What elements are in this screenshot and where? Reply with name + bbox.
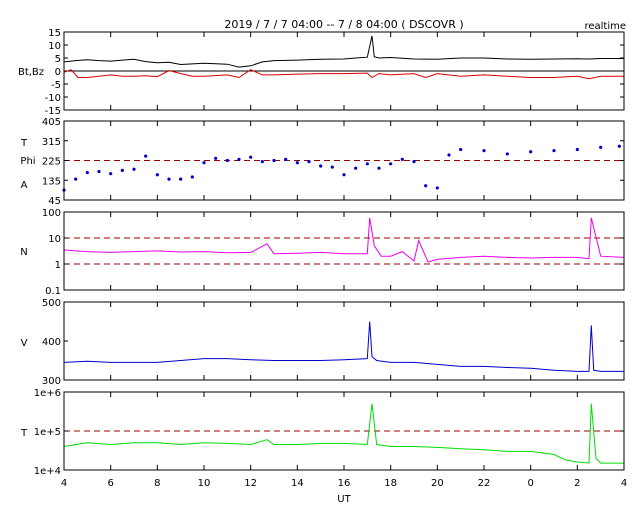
phi-angle-point <box>202 161 206 165</box>
phi-angle-panel: 405 315 225 135 45 <box>42 117 625 207</box>
phi-angle-point <box>505 152 509 156</box>
phi-angle-point <box>599 145 603 149</box>
magnetic-field-panel: 15 10 5 0 -5 -10 -15 <box>45 28 625 117</box>
phi-angle-point <box>400 157 404 162</box>
proton-density-ytick-label: 1 <box>55 260 61 271</box>
phi-angle-ytick-label: 135 <box>42 176 61 187</box>
proton-density-series-line <box>63 217 625 263</box>
phi-angle-point <box>377 166 381 170</box>
proton-density-ytick-label: 10 <box>48 234 61 245</box>
phi-angle-ytick-label: 45 <box>48 196 61 207</box>
magnetic-field-ytick-label: 15 <box>48 28 61 39</box>
phi-angle-point <box>190 175 194 179</box>
speed-axis-label: V <box>21 338 28 349</box>
phi-angle-point <box>354 166 358 170</box>
xtick-label: 16 <box>338 478 351 489</box>
phi-angle-point <box>307 159 311 164</box>
bulk-speed-ytick-label: 300 <box>42 376 61 387</box>
proton-density-ytick-label: 100 <box>42 208 61 219</box>
phi-angle-point <box>424 184 428 188</box>
magnetic-field-series-Bz <box>63 69 624 80</box>
phi-angle-point <box>389 162 393 166</box>
phi-angle-point <box>435 186 439 190</box>
phi-angle-point <box>260 159 264 164</box>
x-axis-label: UT <box>337 494 351 505</box>
proton-temperature-ytick-label: 1e+6 <box>34 388 61 399</box>
xtick-label: 20 <box>431 478 444 489</box>
phi-angle-point <box>319 164 323 168</box>
proton-temperature-panel: 1e+6 1e+5 1e+4 <box>34 388 625 477</box>
bulk-speed-frame <box>63 301 625 381</box>
phi-angle-point <box>225 158 229 163</box>
bulk-speed-ytick-label: 400 <box>42 337 61 348</box>
phi-angle-point <box>284 157 288 162</box>
chart-title: 2019 / 7 / 7 04:00 -- 7 / 8 04:00 ( DSCO… <box>224 18 463 31</box>
phi-side-label-t: T <box>20 138 28 149</box>
proton-density-ytick-label: 0.1 <box>45 286 61 297</box>
phi-angle-point <box>552 149 556 153</box>
xtick-label: 8 <box>154 478 160 489</box>
xtick-label: 14 <box>291 478 304 489</box>
phi-angle-point <box>617 144 621 148</box>
phi-angle-point <box>97 169 101 174</box>
xtick-label: 12 <box>244 478 257 489</box>
phi-angle-point <box>575 147 579 152</box>
phi-angle-point <box>167 177 171 181</box>
phi-angle-point <box>447 153 451 157</box>
phi-angle-point <box>365 162 369 166</box>
phi-angle-point <box>74 177 78 181</box>
phi-angle-point <box>237 157 241 162</box>
xtick-label: 18 <box>384 478 397 489</box>
bulk-speed-panel: 500 400 300 <box>42 298 625 387</box>
bt-bz-axis-label: Bt,Bz <box>18 67 44 78</box>
phi-angle-point <box>272 158 276 163</box>
phi-angle-point <box>214 156 218 160</box>
phi-side-label-a: A <box>21 180 28 191</box>
phi-angle-ytick-label: 225 <box>42 157 61 168</box>
magnetic-field-ytick-label: 10 <box>48 41 61 52</box>
magnetic-field-ytick-label: -15 <box>45 106 61 117</box>
proton-temperature-ytick-label: 1e+4 <box>34 466 61 477</box>
magnetic-field-ytick-label: 5 <box>55 54 61 65</box>
realtime-label: realtime <box>584 21 626 32</box>
phi-angle-ytick-label: 315 <box>42 137 61 148</box>
density-axis-label: N <box>20 247 27 258</box>
xtick-label: 2 <box>574 478 580 489</box>
magnetic-field-series-Bt <box>63 35 624 68</box>
temperature-axis-label: T <box>20 428 28 439</box>
magnetic-field-ytick-label: -5 <box>51 80 61 91</box>
xtick-label: 6 <box>107 478 113 489</box>
magnetic-field-ytick-label: 0 <box>55 67 61 78</box>
proton-temperature-series-line <box>63 403 624 464</box>
phi-angle-point <box>132 167 136 171</box>
proton-temperature-ytick-label: 1e+5 <box>34 427 61 438</box>
phi-angle-point <box>144 154 148 158</box>
phi-angle-point <box>459 147 463 152</box>
phi-angle-point <box>529 150 533 154</box>
xtick-label: 10 <box>198 478 211 489</box>
xtick-label: 4 <box>61 478 67 489</box>
phi-angle-point <box>155 173 159 177</box>
phi-angle-point <box>295 161 299 165</box>
phi-angle-point <box>412 159 416 164</box>
bulk-speed-ytick-label: 500 <box>42 298 61 309</box>
phi-angle-point <box>330 165 334 169</box>
phi-side-label-phi: Phi <box>20 156 35 167</box>
phi-angle-point <box>249 155 253 159</box>
phi-angle-point <box>120 168 124 172</box>
xtick-label: 4 <box>621 478 627 489</box>
phi-angle-point <box>85 170 89 175</box>
phi-angle-point <box>179 177 183 181</box>
phi-angle-ytick-label: 405 <box>42 117 61 128</box>
xtick-label: 22 <box>478 478 491 489</box>
magnetic-field-ytick-label: -10 <box>45 93 61 104</box>
proton-density-panel: 100 10 1 0.1 <box>42 208 625 297</box>
phi-angle-point <box>482 149 486 153</box>
bulk-speed-series-line <box>63 321 624 372</box>
xtick-label: 0 <box>527 478 533 489</box>
phi-angle-point <box>109 172 113 176</box>
phi-angle-point <box>342 173 346 177</box>
